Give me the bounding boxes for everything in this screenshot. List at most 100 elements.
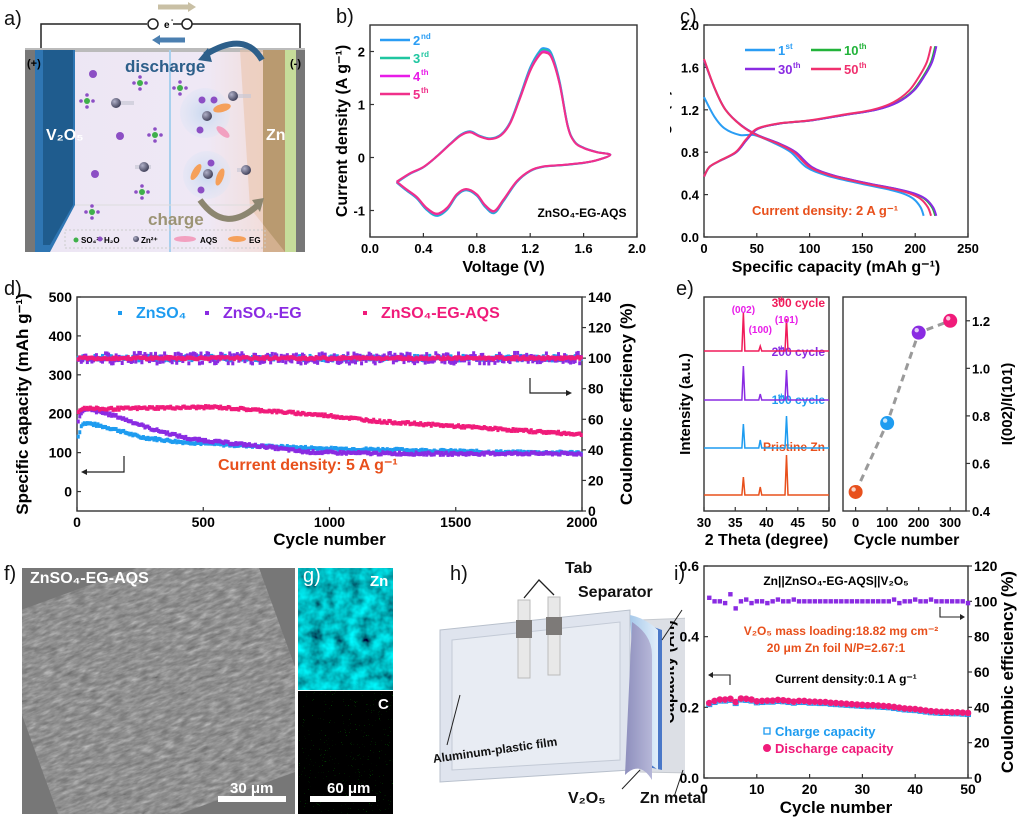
ce-point	[128, 356, 132, 361]
capacity-point	[260, 443, 264, 448]
discharge-point	[721, 696, 729, 703]
ce-point	[202, 356, 206, 361]
ce-point	[523, 357, 527, 362]
capacity-point	[511, 427, 515, 432]
ce-point	[944, 599, 950, 604]
x-tick-label: 0.0	[361, 241, 379, 256]
capacity-point	[322, 414, 326, 419]
ce-point	[155, 357, 159, 362]
capacity-point	[244, 443, 248, 448]
y2-axis-label: Coulombic efficiency (%)	[617, 303, 636, 505]
xrd-chart: 30 35 40 45 502 Theta (degree)Intensity (a.u…	[677, 296, 1016, 549]
capacity-point	[114, 413, 118, 418]
capacity-point	[414, 450, 418, 455]
y2-tick-label: 100	[588, 350, 612, 366]
capacity-point	[576, 451, 580, 456]
panel-c-label: c)	[680, 6, 697, 28]
capacity-point	[172, 406, 176, 411]
capacity-point	[388, 419, 392, 424]
anode-plate	[263, 50, 285, 252]
y-tick-label: 300	[49, 367, 73, 383]
capacity-point	[220, 406, 224, 411]
capacity-point	[366, 418, 370, 423]
capacity-point	[231, 442, 235, 447]
x-tick-label: 40	[907, 781, 923, 797]
ce-point	[754, 599, 759, 604]
ce-point	[531, 355, 535, 360]
capacity-point	[558, 431, 562, 436]
ce-point	[140, 360, 144, 365]
capacity-point	[164, 438, 168, 443]
capacity-point	[479, 426, 483, 431]
capacity-point	[307, 411, 311, 416]
ce-point	[514, 357, 518, 362]
capacity-point	[325, 446, 329, 451]
ce-point	[188, 355, 192, 360]
ce-point	[284, 356, 288, 361]
ce-point	[537, 358, 541, 363]
capacity-point	[191, 441, 195, 446]
capacity-point	[394, 421, 398, 426]
ce-point	[569, 356, 573, 361]
capacity-point	[140, 435, 144, 440]
ce-point	[354, 355, 358, 360]
capacity-point	[137, 422, 141, 427]
ce-point	[531, 359, 535, 364]
ce-point	[250, 356, 254, 361]
ce-point	[114, 353, 118, 358]
ce-point	[217, 355, 221, 360]
ce-point	[502, 359, 506, 364]
ce-point	[170, 355, 174, 360]
capacity-point	[387, 418, 391, 423]
ce-point	[190, 356, 194, 361]
capacity-point	[200, 437, 204, 442]
ce-point	[220, 355, 224, 360]
capacity-point	[358, 416, 362, 421]
schematic-legend-box	[64, 229, 266, 249]
capacity-point	[119, 430, 123, 435]
capacity-point	[497, 449, 501, 454]
y-axis-label: Specific capacity (mAh g⁻¹)	[13, 293, 32, 515]
ce-point	[828, 599, 833, 604]
capacity-point	[175, 440, 179, 445]
legend-label: 10	[844, 43, 858, 58]
capacity-point	[502, 427, 506, 432]
y2-tick-label: 120	[974, 558, 998, 574]
ce-point	[484, 357, 488, 362]
capacity-point	[400, 420, 404, 425]
ce-point	[557, 352, 561, 357]
plot-frame	[703, 24, 969, 238]
capacity-point	[467, 452, 471, 457]
ce-point	[429, 359, 433, 364]
capacity-point	[213, 404, 217, 409]
capacity-point	[363, 418, 367, 423]
capacity-point	[207, 404, 211, 409]
capacity-point	[428, 421, 432, 426]
ce-point	[197, 356, 201, 361]
ce-point	[487, 357, 491, 362]
ce-point	[423, 356, 427, 361]
ce-point	[455, 356, 459, 361]
capacity-point	[423, 422, 427, 427]
ce-point	[537, 355, 541, 360]
ce-point	[503, 356, 507, 361]
ce-point	[287, 356, 291, 361]
capacity-point	[350, 416, 354, 421]
discharge-point	[753, 698, 761, 705]
capacity-point	[476, 449, 480, 454]
ce-point	[314, 355, 318, 360]
discharge-point	[748, 696, 755, 703]
ce-point	[94, 353, 98, 358]
capacity-point	[297, 411, 301, 416]
capacity-point	[341, 416, 345, 421]
ce-point	[346, 351, 350, 356]
capacity-point	[420, 451, 424, 456]
ce-point	[122, 355, 126, 360]
capacity-point	[369, 446, 373, 451]
capacity-point	[179, 434, 183, 439]
left-axis-arrow-icon	[87, 456, 125, 473]
capacity-point	[163, 430, 167, 435]
ce-point	[194, 357, 198, 362]
capacity-point	[149, 436, 153, 441]
ce-point	[111, 355, 115, 360]
